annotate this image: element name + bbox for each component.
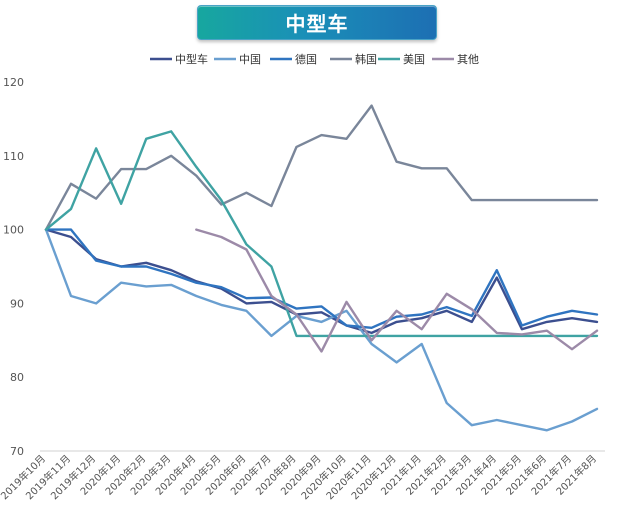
y-tick-label: 70 [10, 445, 24, 458]
series-line [44, 228, 599, 329]
legend-label: 美国 [403, 53, 425, 66]
x-axis: 2019年10月2019年11月2019年12月2020年1月2020年2月20… [0, 450, 605, 502]
series-lines [44, 104, 599, 432]
chart-title: 中型车 [285, 12, 349, 36]
series-line [44, 228, 599, 432]
y-tick-label: 100 [3, 224, 24, 237]
series-line [195, 228, 599, 353]
legend-label: 中型车 [175, 52, 208, 66]
series-line [44, 228, 599, 335]
y-tick-label: 80 [10, 371, 24, 384]
legend-label: 德国 [295, 52, 317, 66]
legend-label: 韩国 [355, 52, 377, 66]
series-line [44, 130, 599, 338]
y-tick-label: 120 [3, 76, 24, 89]
y-tick-label: 110 [3, 150, 24, 163]
legend-label: 中国 [239, 53, 261, 66]
legend: 中型车 中国 德国 韩国 美国 其他 [150, 52, 479, 66]
legend-label: 其他 [457, 53, 479, 66]
y-tick-label: 90 [10, 297, 24, 310]
series-line [44, 104, 599, 231]
y-axis: 70 80 90 100 110 120 [3, 76, 24, 458]
chart-title-badge: 中型车 [197, 5, 437, 40]
